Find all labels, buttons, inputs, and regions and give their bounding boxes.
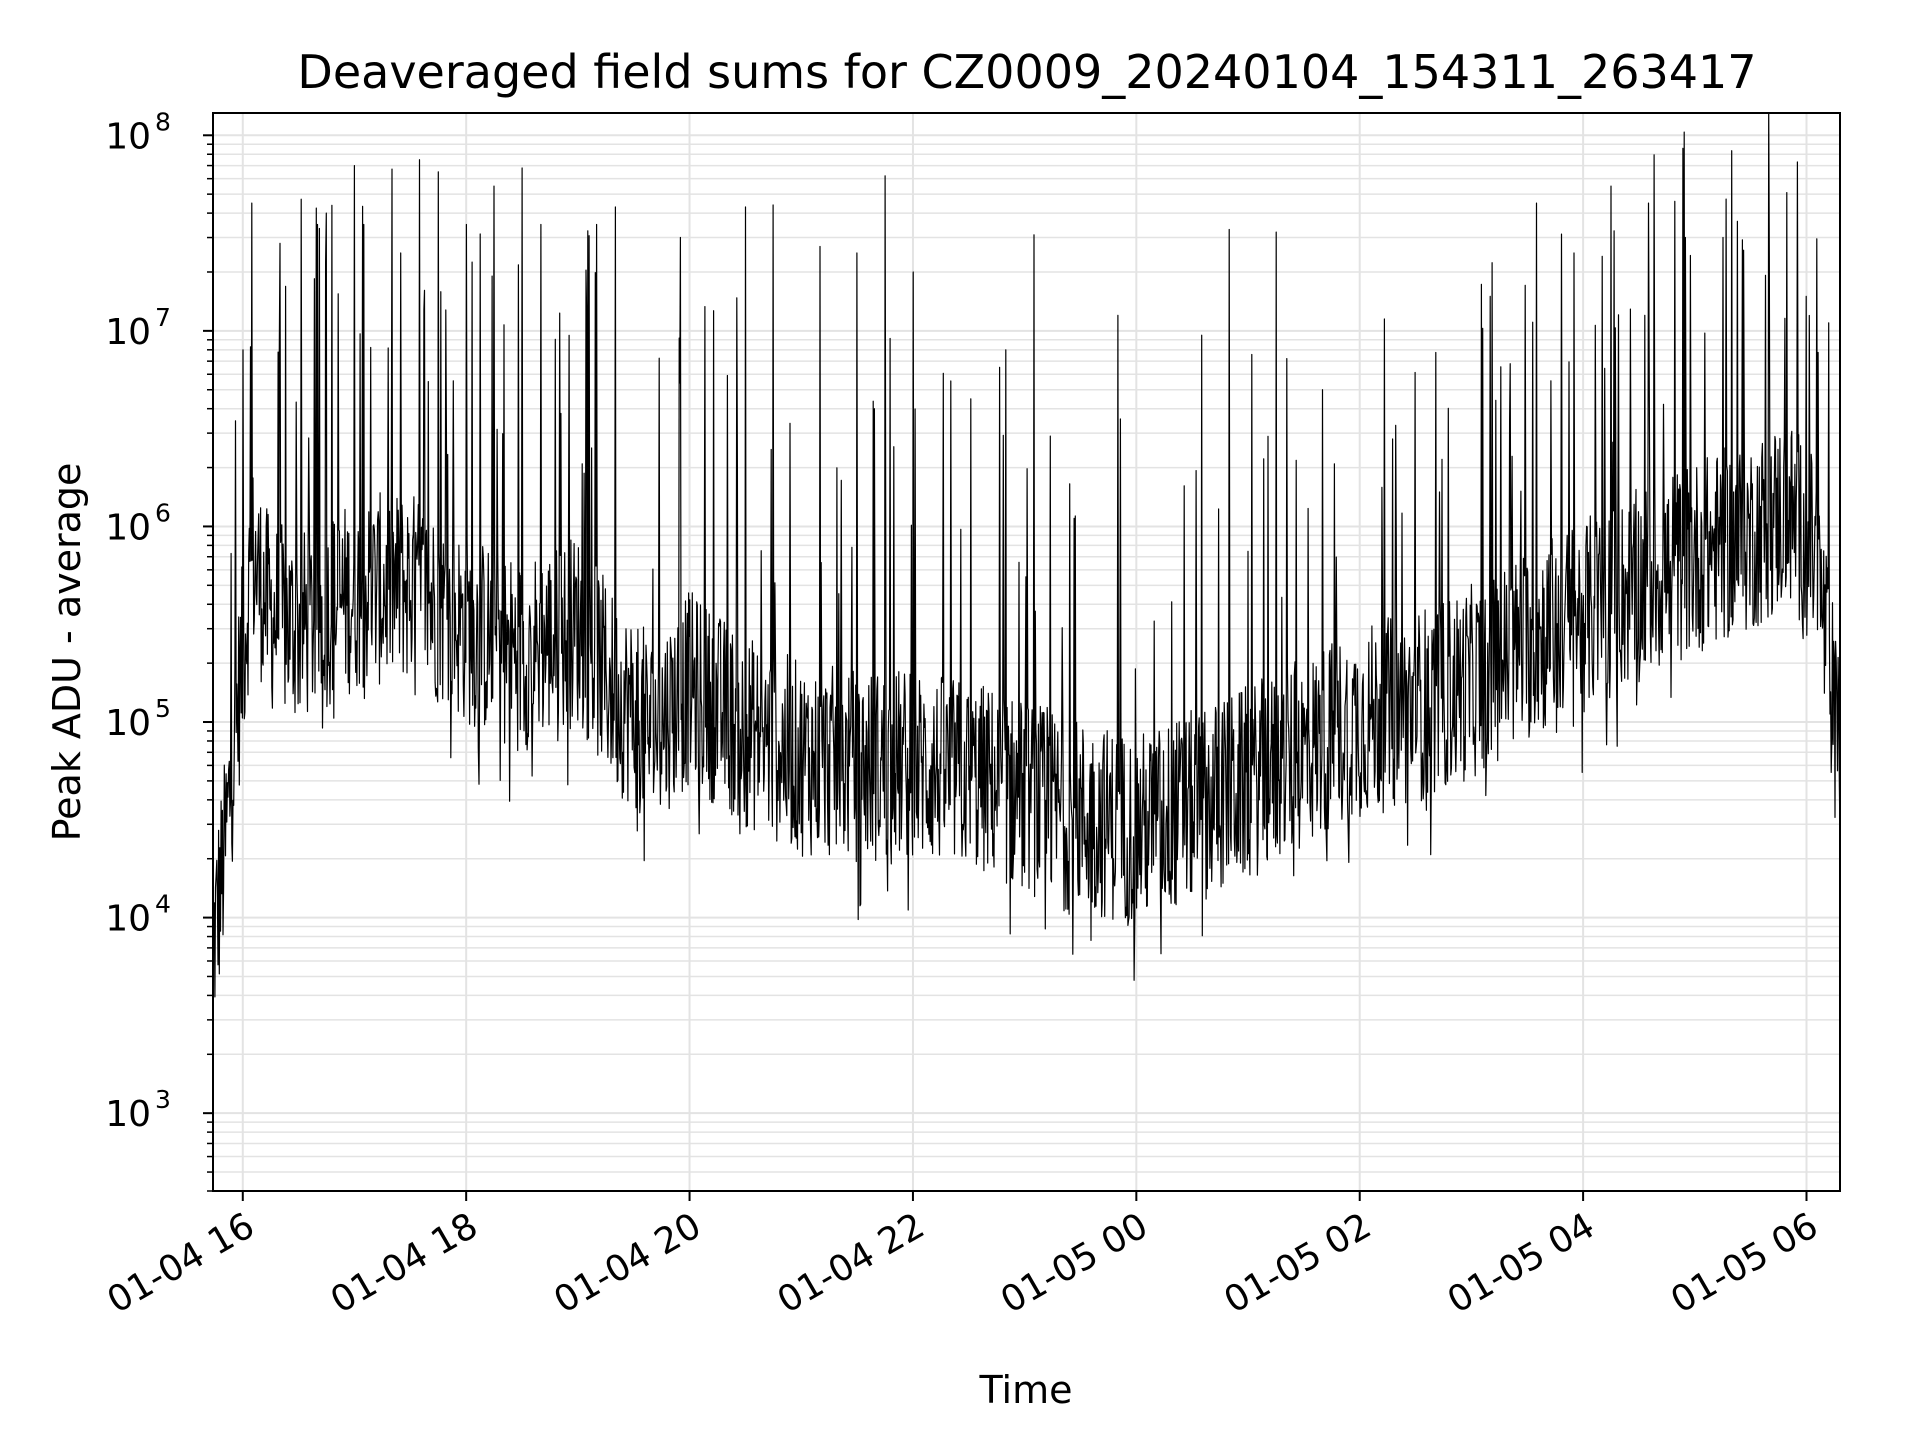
y-tick-label: 10 xyxy=(105,1094,151,1135)
y-tick-label: 10 xyxy=(105,899,151,940)
chart-title: Deaveraged field sums for CZ0009_2024010… xyxy=(297,45,1756,99)
y-tick-label: 10 xyxy=(105,507,151,548)
x-tick-label: 01-05 06 xyxy=(1664,1205,1825,1321)
x-tick-label: 01-05 00 xyxy=(994,1205,1155,1321)
x-tick-label: 01-05 04 xyxy=(1441,1205,1602,1321)
y-tick-label: 10 xyxy=(105,116,151,157)
x-axis-label: Time xyxy=(979,1368,1073,1412)
y-tick-label-exponent: 4 xyxy=(155,890,171,919)
series-line xyxy=(213,108,1840,997)
y-tick-label-exponent: 3 xyxy=(155,1085,171,1114)
x-tick-label: 01-05 02 xyxy=(1218,1205,1379,1321)
x-axis: 01-04 16 01-04 18 01-04 20 01-04 22 01-05 00… xyxy=(101,1191,1825,1322)
x-tick-label: 01-04 18 xyxy=(324,1205,485,1321)
y-tick-label: 10 xyxy=(105,312,151,353)
y-tick-label: 10 xyxy=(105,703,151,744)
x-tick-label: 01-04 22 xyxy=(771,1205,932,1321)
plot-area xyxy=(213,108,1840,997)
x-tick-label: 01-04 16 xyxy=(101,1205,262,1321)
x-tick-label: 01-04 20 xyxy=(547,1205,708,1321)
y-tick-label-exponent: 6 xyxy=(155,498,171,527)
y-tick-label-exponent: 5 xyxy=(155,694,171,723)
y-tick-label-exponent: 8 xyxy=(155,107,171,136)
y-tick-label-exponent: 7 xyxy=(155,303,171,332)
y-axis-label: Peak ADU - average xyxy=(45,463,89,842)
